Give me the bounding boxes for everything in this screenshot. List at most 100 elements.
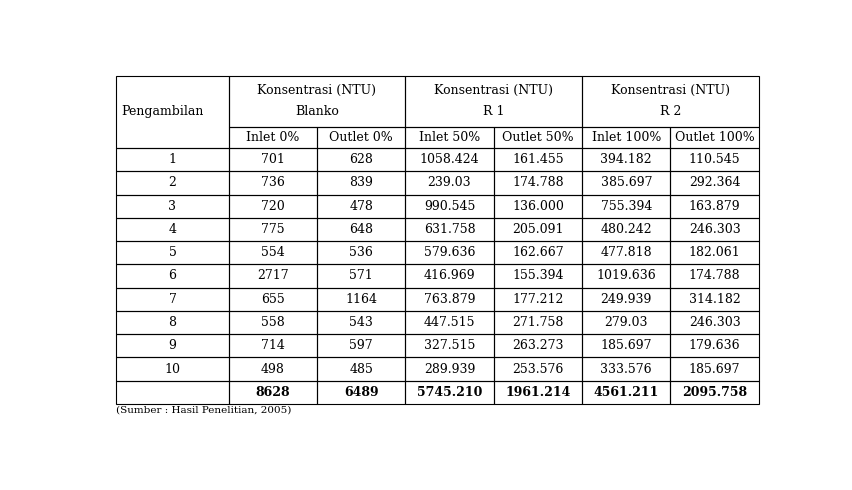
Bar [317,288,406,311]
Bar [493,148,582,171]
Bar [317,334,406,358]
Text: 2: 2 [169,176,176,189]
Text: Konsentrasi (NTU)
Blanko: Konsentrasi (NTU) Blanko [257,84,377,119]
Bar [406,381,493,404]
Text: 631.758: 631.758 [423,223,475,236]
Bar [228,148,317,171]
Text: 554: 554 [261,246,285,259]
Bar [317,195,406,218]
Bar [671,241,759,264]
Text: 1058.424: 1058.424 [420,153,480,166]
Bar [582,171,671,195]
Text: 292.364: 292.364 [689,176,740,189]
Bar [117,358,228,381]
Bar [406,358,493,381]
Bar [406,76,582,127]
Text: 162.667: 162.667 [512,246,564,259]
Bar [117,334,228,358]
Text: 385.697: 385.697 [601,176,652,189]
Bar [406,148,493,171]
Bar [493,288,582,311]
Bar [117,218,228,241]
Bar [671,148,759,171]
Bar [582,334,671,358]
Bar [228,381,317,404]
Text: 648: 648 [349,223,373,236]
Bar [493,311,582,334]
Text: Pengambilan: Pengambilan [122,105,204,119]
Text: 628: 628 [349,153,373,166]
Text: 1164: 1164 [345,293,377,306]
Text: 839: 839 [349,176,373,189]
Bar [671,171,759,195]
Text: Outlet 50%: Outlet 50% [502,131,573,144]
Bar [228,76,406,127]
Text: 314.182: 314.182 [688,293,740,306]
Bar [582,195,671,218]
Bar [493,381,582,404]
Text: 185.697: 185.697 [689,363,740,376]
Text: Konsentrasi (NTU)
R 2: Konsentrasi (NTU) R 2 [611,84,730,119]
Bar [317,358,406,381]
Text: 571: 571 [349,270,373,283]
Text: 498: 498 [261,363,285,376]
Bar [117,311,228,334]
Bar [317,148,406,171]
Bar [117,381,228,404]
Bar [582,218,671,241]
Bar [117,241,228,264]
Bar [228,241,317,264]
Text: 279.03: 279.03 [605,316,648,329]
Text: Inlet 50%: Inlet 50% [419,131,481,144]
Bar [317,381,406,404]
Bar [406,311,493,334]
Bar [406,334,493,358]
Text: 163.879: 163.879 [689,199,740,213]
Bar [671,264,759,288]
Text: Inlet 100%: Inlet 100% [591,131,661,144]
Text: 714: 714 [261,340,285,352]
Text: 174.788: 174.788 [689,270,740,283]
Text: Inlet 0%: Inlet 0% [246,131,299,144]
Text: 2095.758: 2095.758 [682,386,747,399]
Text: 10: 10 [164,363,181,376]
Bar [228,358,317,381]
Text: 543: 543 [349,316,373,329]
Bar [406,241,493,264]
Bar [582,381,671,404]
Text: 185.697: 185.697 [601,340,652,352]
Text: 1019.636: 1019.636 [596,270,656,283]
Bar [671,334,759,358]
Bar [582,148,671,171]
Bar [117,171,228,195]
Text: 447.515: 447.515 [423,316,475,329]
Bar [493,264,582,288]
Text: 775: 775 [261,223,285,236]
Text: 3: 3 [169,199,176,213]
Bar [117,264,228,288]
Bar [493,241,582,264]
Text: 485: 485 [349,363,373,376]
Bar [671,218,759,241]
Bar [582,311,671,334]
Bar [228,334,317,358]
Text: 249.939: 249.939 [601,293,652,306]
Bar [582,76,759,127]
Bar [228,171,317,195]
Text: 478: 478 [349,199,373,213]
Text: 253.576: 253.576 [512,363,563,376]
Text: 263.273: 263.273 [512,340,564,352]
Text: 579.636: 579.636 [423,246,475,259]
Text: 536: 536 [349,246,373,259]
Bar [228,127,317,148]
Text: 6: 6 [169,270,176,283]
Text: 6489: 6489 [344,386,378,399]
Text: 155.394: 155.394 [512,270,564,283]
Bar [317,127,406,148]
Bar [671,195,759,218]
Text: 327.515: 327.515 [423,340,475,352]
Bar [117,288,228,311]
Text: 177.212: 177.212 [512,293,563,306]
Bar [406,218,493,241]
Text: 5: 5 [169,246,176,259]
